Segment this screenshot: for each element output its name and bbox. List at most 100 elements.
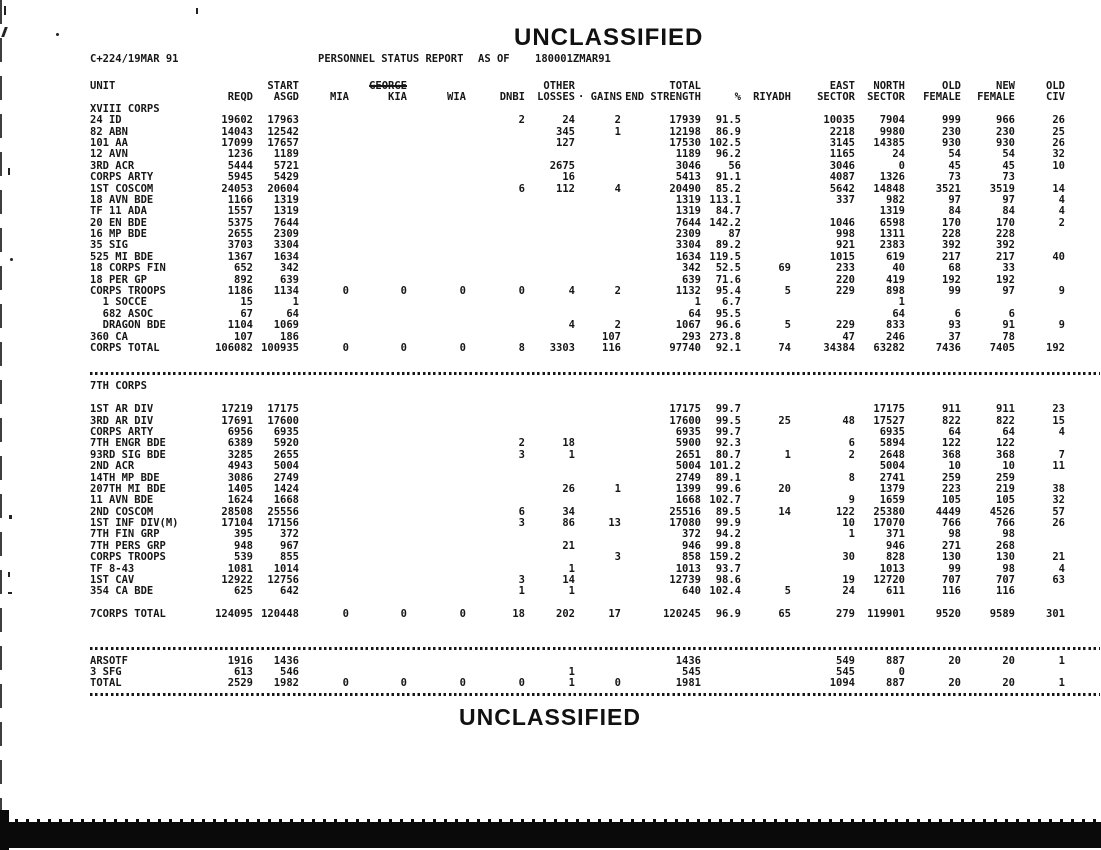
value-cell: 120245 — [663, 608, 701, 621]
report-title: PERSONNEL STATUS REPORT — [318, 53, 464, 65]
value-cell — [469, 552, 528, 563]
value-cell: 395 — [234, 528, 253, 541]
value-cell: 34 — [562, 505, 575, 518]
value-cell: 6.7 — [722, 296, 741, 309]
value-cell: 5444 — [227, 159, 253, 172]
value-cell — [302, 252, 352, 263]
value-cell: 1 — [848, 528, 855, 541]
value-cell: 1319 — [675, 193, 701, 206]
value-cell — [352, 541, 410, 552]
value-cell: 63 — [1052, 574, 1065, 587]
value-cell: 6 — [954, 307, 961, 320]
value-cell: 17175 — [669, 403, 701, 416]
scan-speck — [56, 33, 59, 36]
value-cell: 96.2 — [715, 148, 741, 161]
value-cell: 71.6 — [715, 273, 741, 286]
value-cell: 89.2 — [715, 239, 741, 252]
value-cell: 1165 — [829, 148, 855, 161]
value-cell: 371 — [886, 528, 905, 541]
unit-cell: 3 SFG — [90, 665, 122, 678]
value-cell: 95.4 — [715, 285, 741, 298]
value-cell: 982 — [886, 193, 905, 206]
value-cell — [744, 240, 794, 251]
value-cell: 0 — [518, 677, 525, 690]
value-cell: 2 — [518, 437, 525, 450]
value-cell: 1 — [1058, 654, 1065, 667]
value-cell — [302, 427, 352, 438]
value-cell: 170 — [942, 216, 961, 229]
value-cell — [302, 461, 352, 472]
classification-banner-bottom: UNCLASSIFIED — [459, 704, 641, 730]
table-row: 1ST COSCOM 24053 20604 6 112 4 20490 85.2 5642 14… — [90, 182, 1068, 195]
value-cell — [469, 229, 528, 240]
value-cell: 3519 — [989, 182, 1015, 195]
value-cell: 96.9 — [715, 608, 741, 621]
value-cell: 3 — [614, 551, 621, 564]
unit-cell: 1ST CAV — [90, 574, 135, 587]
value-cell: 23 — [1052, 403, 1065, 416]
value-cell: 0 — [459, 285, 466, 298]
table-row: 2ND COSCOM 28508 25556 6 34 25516 89.5 14 122 253… — [90, 505, 1068, 518]
value-cell: 99 — [948, 285, 961, 298]
value-cell — [352, 184, 410, 195]
value-cell: 0 — [400, 341, 407, 354]
value-cell: 10 — [1002, 460, 1015, 473]
unit-cell: 82 ABN — [90, 125, 128, 138]
value-cell — [794, 404, 858, 415]
value-cell — [744, 529, 794, 540]
value-cell — [744, 149, 794, 160]
value-cell: ASGD — [273, 91, 299, 104]
unit-cell: 101 AA — [90, 136, 128, 149]
value-cell: 5721 — [273, 159, 299, 172]
value-cell: 546 — [280, 665, 299, 678]
value-cell: 613 — [234, 665, 253, 678]
value-cell: 887 — [886, 677, 905, 690]
value-cell — [352, 320, 410, 331]
value-cell: MIA — [330, 91, 349, 104]
value-cell: 130 — [942, 551, 961, 564]
value-cell: 642 — [280, 585, 299, 598]
value-cell: 1634 — [675, 250, 701, 263]
value-cell — [352, 218, 410, 229]
value-cell — [469, 484, 528, 495]
value-cell — [469, 320, 528, 331]
value-cell — [744, 667, 794, 678]
scan-artifact-notch — [0, 810, 9, 850]
value-cell: 101.2 — [709, 460, 741, 473]
value-cell — [528, 461, 578, 472]
value-cell: 1189 — [273, 148, 299, 161]
value-cell: 368 — [996, 448, 1015, 461]
value-cell: 921 — [836, 239, 855, 252]
value-cell: 122 — [996, 437, 1015, 450]
table-row: 207TH MI BDE 1405 1424 26 1 1399 99.6 20 1379 223… — [90, 483, 1068, 495]
value-cell: 85.2 — [715, 182, 741, 195]
value-cell: 21 — [1052, 551, 1065, 564]
value-cell: 419 — [886, 273, 905, 286]
value-cell — [410, 263, 469, 274]
scan-edge-line — [0, 0, 2, 822]
value-cell: 8 — [518, 341, 525, 354]
value-cell: 63282 — [873, 341, 905, 354]
scan-speck — [8, 572, 10, 577]
value-cell — [302, 172, 352, 183]
unit-cell: 7TH FIN GRP — [90, 528, 160, 541]
value-cell: 1 — [568, 448, 575, 461]
value-cell — [578, 427, 624, 438]
as-of-label: AS OF — [478, 53, 510, 65]
value-cell — [352, 195, 410, 206]
value-cell — [352, 507, 410, 518]
value-cell: 122 — [836, 505, 855, 518]
table-row: 12 AVN 1236 1189 1189 96.2 1165 24 54 54 32 — [90, 148, 1068, 161]
table-row: 14TH MP BDE 3086 2749 2749 89.1 8 2741 259 259 — [90, 472, 1068, 484]
unit-cell: 18 PER GP — [90, 273, 147, 286]
value-cell: 17600 — [669, 414, 701, 427]
value-cell: 12922 — [221, 574, 253, 587]
value-cell: 17691 — [221, 414, 253, 427]
table-row: 1ST AR DIV 17219 17175 17175 99.7 17175 911 911… — [90, 403, 1068, 416]
value-cell: 32 — [1052, 494, 1065, 507]
dotted-separator — [90, 372, 1100, 376]
value-cell: 84 — [948, 205, 961, 218]
value-cell — [744, 427, 794, 438]
value-cell: 9520 — [935, 608, 961, 621]
value-cell: 1 — [1058, 677, 1065, 690]
